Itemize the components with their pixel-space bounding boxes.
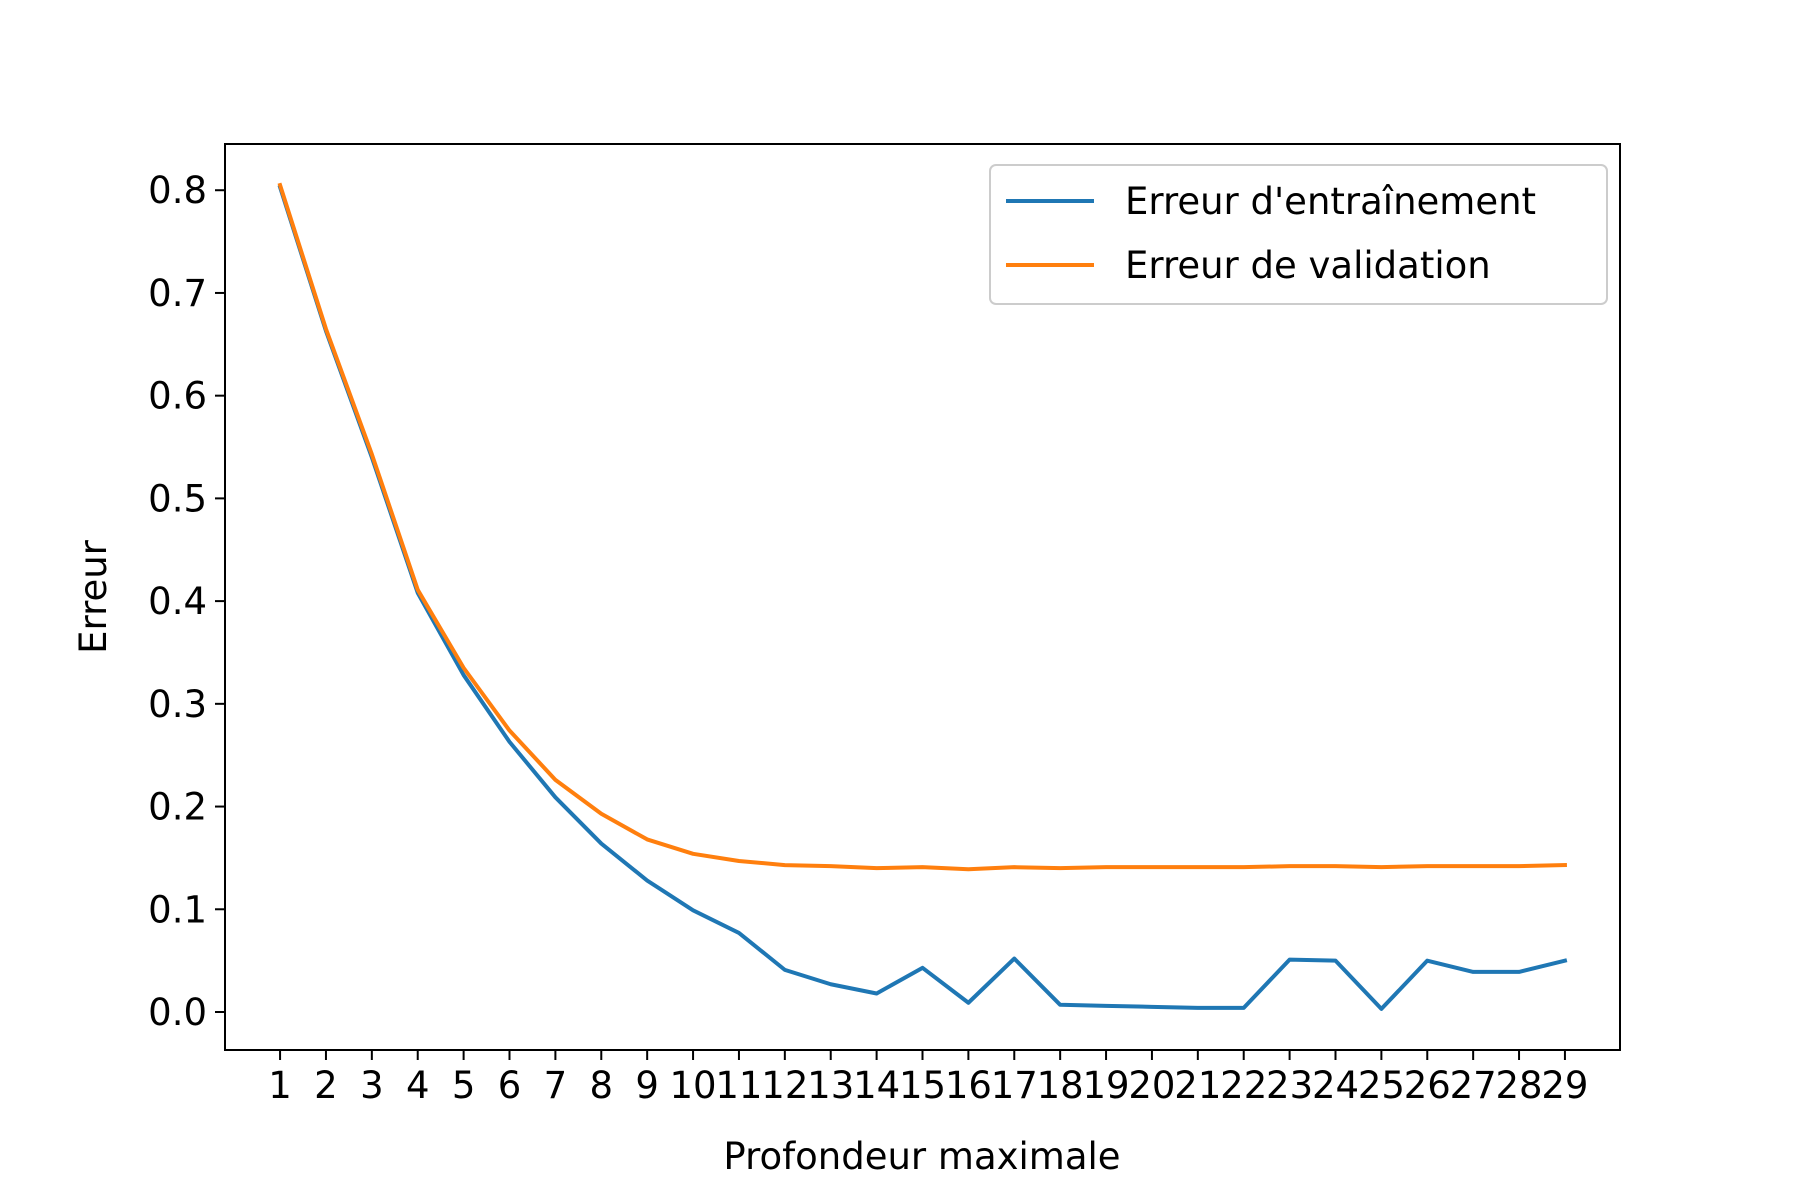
x-tick-label: 26 (1404, 1064, 1451, 1107)
legend-box (989, 164, 1608, 305)
x-tick-label: 24 (1312, 1064, 1359, 1107)
legend-label: Erreur de validation (1125, 244, 1491, 287)
x-tick-label: 2 (314, 1064, 338, 1107)
plot-frame (224, 143, 1621, 1051)
x-tick-label: 1 (268, 1064, 292, 1107)
y-tick-label: 0.0 (148, 991, 207, 1034)
y-tick-label: 0.2 (148, 786, 207, 829)
y-tick-label: 0.4 (148, 580, 207, 623)
legend: Erreur d'entraînement Erreur de validatio… (989, 164, 1608, 305)
y-tick-label: 0.5 (148, 477, 207, 520)
x-tick-label: 8 (590, 1064, 614, 1107)
x-tick-label: 11 (715, 1064, 762, 1107)
x-tick-label: 12 (761, 1064, 808, 1107)
series-layer (277, 182, 1568, 1011)
x-axis-label: Profondeur maximale (723, 1135, 1120, 1178)
y-tick-label: 0.6 (148, 375, 207, 418)
x-tick-label: 9 (635, 1064, 659, 1107)
y-tick-label: 0.1 (148, 888, 207, 931)
x-tick-label: 28 (1495, 1064, 1542, 1107)
x-tick-label: 21 (1174, 1064, 1221, 1107)
x-tick-label: 29 (1541, 1064, 1588, 1107)
x-tick-label: 7 (544, 1064, 568, 1107)
x-tick-label: 22 (1220, 1064, 1267, 1107)
x-tick-label: 18 (1037, 1064, 1084, 1107)
x-tick-label: 23 (1266, 1064, 1313, 1107)
y-axis-label: Erreur (72, 539, 115, 654)
axes-layer: 0.00.10.20.30.40.50.60.70.81 2 3 4 5 6 7 8 9 1011… (148, 169, 1588, 1107)
x-tick-label: 10 (670, 1064, 717, 1107)
x-tick-label: 19 (1083, 1064, 1130, 1107)
y-tick-label: 0.7 (148, 272, 207, 315)
y-tick-label: 0.8 (148, 169, 207, 212)
x-tick-label: 20 (1128, 1064, 1175, 1107)
x-tick-label: 17 (991, 1064, 1038, 1107)
series-line-training (277, 184, 1568, 1011)
x-tick-label: 25 (1358, 1064, 1405, 1107)
x-tick-label: 13 (807, 1064, 854, 1107)
x-tick-label: 27 (1450, 1064, 1497, 1107)
x-tick-label: 15 (899, 1064, 946, 1107)
y-tick-label: 0.3 (148, 683, 207, 726)
x-tick-label: 4 (406, 1064, 430, 1107)
x-tick-label: 5 (452, 1064, 476, 1107)
legend-label: Erreur d'entraînement (1125, 180, 1536, 223)
x-tick-label: 16 (945, 1064, 992, 1107)
x-tick-label: 3 (360, 1064, 384, 1107)
series-line-validation (277, 182, 1567, 872)
x-tick-label: 14 (853, 1064, 900, 1107)
x-tick-label: 6 (498, 1064, 522, 1107)
